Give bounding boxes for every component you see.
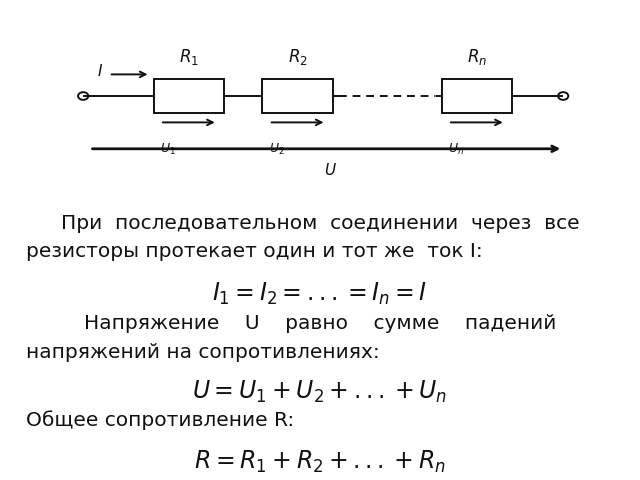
- Text: резисторы протекает один и тот же  ток I:: резисторы протекает один и тот же ток I:: [26, 242, 483, 262]
- Text: $I_1 = I_2 = ... = I_n = I$: $I_1 = I_2 = ... = I_n = I$: [212, 281, 428, 307]
- Text: $U_1$: $U_1$: [160, 142, 176, 156]
- Text: Напряжение    U    равно    сумме    падений: Напряжение U равно сумме падений: [84, 314, 556, 334]
- FancyBboxPatch shape: [442, 79, 512, 113]
- Text: I: I: [98, 64, 102, 80]
- Text: Общее сопротивление R:: Общее сопротивление R:: [26, 410, 294, 430]
- Text: $U_n$: $U_n$: [448, 142, 464, 156]
- FancyBboxPatch shape: [262, 79, 333, 113]
- Text: $R_2$: $R_2$: [288, 47, 307, 67]
- Text: $R_n$: $R_n$: [467, 47, 487, 67]
- Text: напряжений на сопротивлениях:: напряжений на сопротивлениях:: [26, 343, 380, 362]
- Text: $U = U_1 + U_2 + ... + U_n$: $U = U_1 + U_2 + ... + U_n$: [193, 379, 447, 406]
- Text: $R = R_1 + R_2 + ... + R_n$: $R = R_1 + R_2 + ... + R_n$: [194, 449, 446, 475]
- Text: U: U: [324, 163, 335, 178]
- Text: $U_2$: $U_2$: [269, 142, 285, 156]
- Text: При  последовательном  соединении  через  все: При последовательном соединении через вс…: [61, 214, 579, 233]
- Text: $R_1$: $R_1$: [179, 47, 199, 67]
- FancyBboxPatch shape: [154, 79, 224, 113]
